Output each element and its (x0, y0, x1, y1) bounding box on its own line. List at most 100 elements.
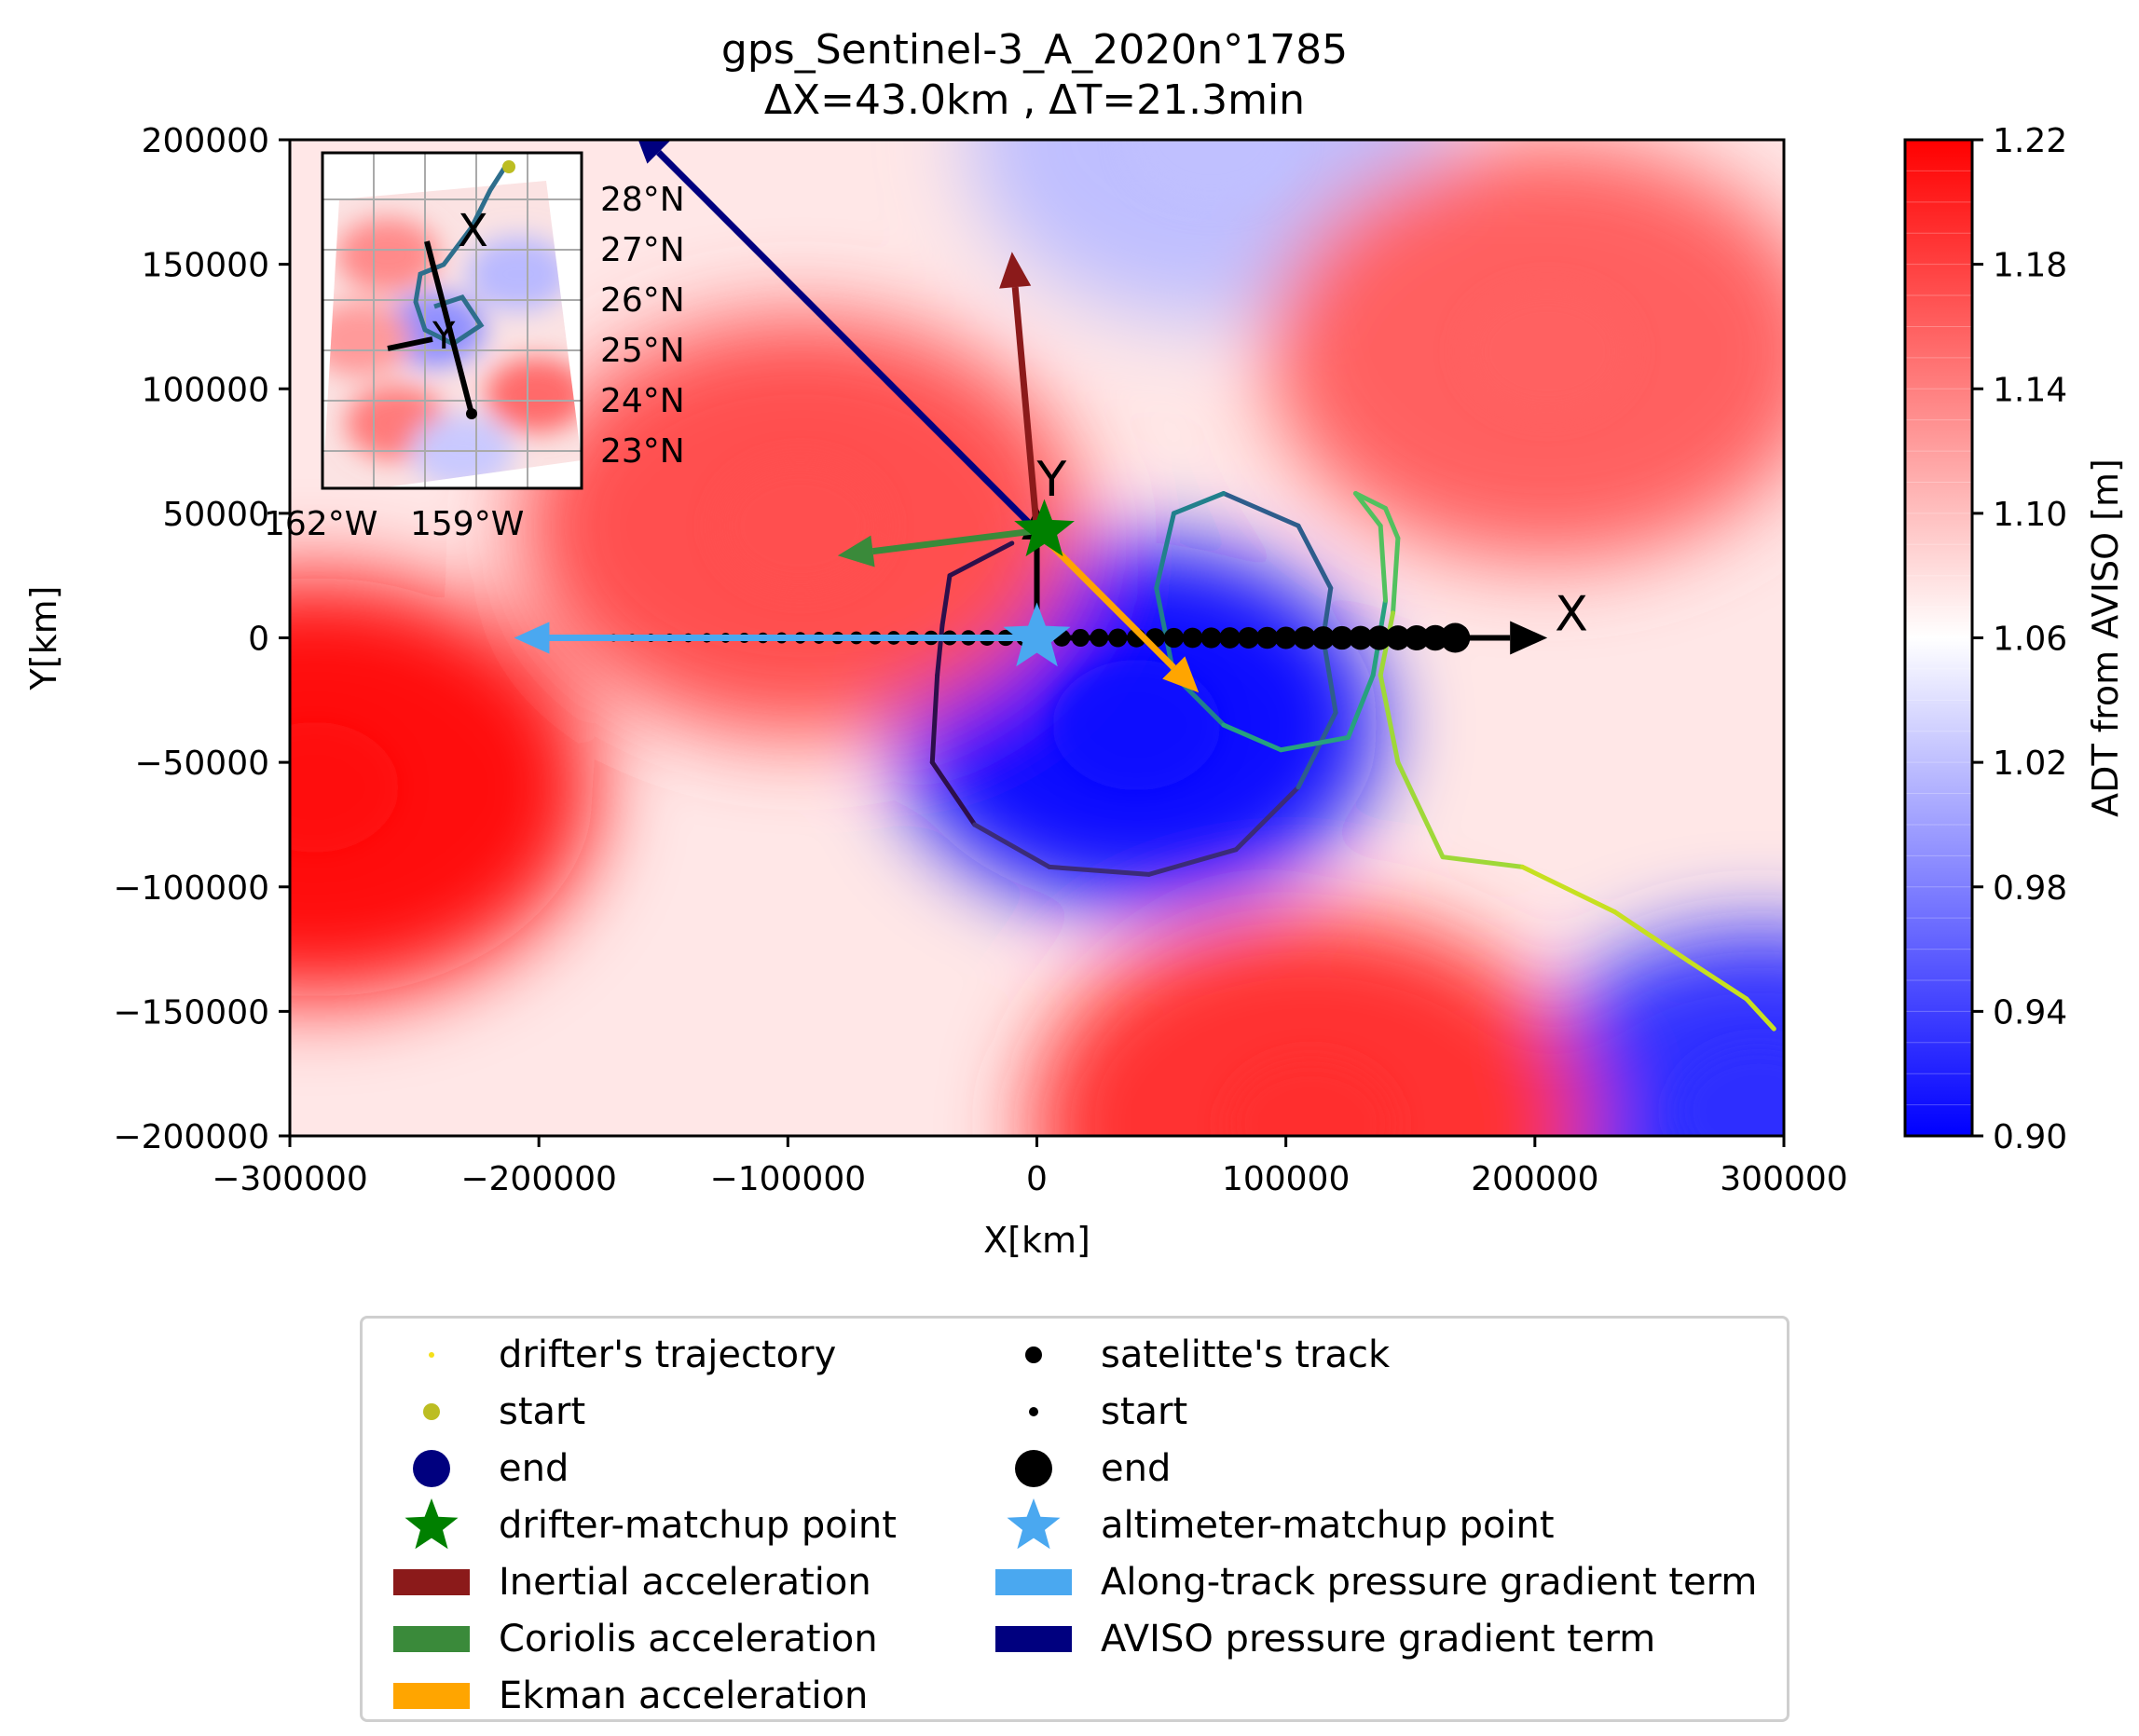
legend-symbol (978, 1553, 1090, 1610)
adt-core-3 (290, 721, 399, 853)
x-tick-label: −300000 (212, 1160, 368, 1198)
legend: drifter's trajectory start end drifter-matc… (360, 1316, 1789, 1722)
drifter-trajectory-segment (1047, 864, 1152, 877)
adt-core-4 (716, 460, 884, 592)
drifter-trajectory-segment (1296, 710, 1338, 790)
drifter-trajectory-segment (1278, 734, 1351, 753)
legend-label: start (499, 1389, 586, 1433)
legend-item: start (978, 1383, 1757, 1440)
drifter-trajectory-segment (1611, 909, 1692, 964)
legend-item: end (376, 1440, 897, 1497)
adt-core-1 (1675, 1046, 1784, 1136)
vector-4 (514, 622, 1037, 654)
legend-label: Inertial acceleration (499, 1560, 871, 1604)
x-tick-label: 300000 (1720, 1160, 1847, 1198)
x-axis-arrow (1036, 621, 1548, 655)
legend-label: drifter-matchup point (499, 1503, 897, 1547)
inset-lat-label: 23°N (600, 432, 685, 471)
chart-title: gps_Sentinel-3_A_2020n°1785 (720, 26, 1349, 74)
y-tick-label: 100000 (142, 371, 269, 409)
legend-label: altimeter-matchup point (1101, 1503, 1555, 1547)
colorbar-label: ADT from AVISO [m] (2085, 458, 2126, 817)
drifter-trajectory-segment (1154, 511, 1176, 591)
legend-symbol (978, 1610, 1090, 1667)
legend-label: AVISO pressure gradient term (1101, 1617, 1656, 1661)
drifter-trajectory-segment (1146, 847, 1239, 877)
x-tick-label: −100000 (710, 1160, 867, 1198)
inset-lat-label: 25°N (600, 332, 685, 370)
x-tick-label: 200000 (1471, 1160, 1598, 1198)
colorbar-tick-label: 1.14 (1993, 371, 2067, 409)
inset-y-arrow (387, 336, 433, 351)
vector-1-shaft (872, 527, 1037, 555)
adt-core-5 (1463, 286, 1632, 417)
legend-symbol (376, 1497, 487, 1553)
legend-item: satelitte's track (978, 1326, 1757, 1383)
inset-lat-label: 28°N (600, 181, 685, 219)
drifter-trajectory-segment (1233, 785, 1301, 853)
drifter-trajectory-segment (1440, 854, 1525, 869)
legend-item: start (376, 1383, 897, 1440)
legend-symbol (376, 1553, 487, 1610)
drifter-trajectory-segment (1171, 490, 1227, 516)
legend-item: altimeter-matchup point (978, 1497, 1757, 1553)
legend-symbol (978, 1440, 1090, 1497)
x-tick-label: −200000 (460, 1160, 617, 1198)
colorbar-tick-label: 1.22 (1993, 122, 2067, 160)
x-axis-label: X[km] (983, 1220, 1090, 1261)
legend-label: Ekman acceleration (499, 1674, 869, 1717)
y-tick-label: −100000 (113, 869, 269, 908)
drifter-trajectory-segment (1345, 673, 1376, 740)
legend-label: Along-track pressure gradient term (1101, 1560, 1758, 1604)
y-tick-label: −200000 (113, 1118, 269, 1156)
legend-symbol (376, 1383, 487, 1440)
y-axis-arrow-label: Y (1036, 452, 1067, 508)
drifter-trajectory-segment (1395, 759, 1446, 860)
legend-symbol (978, 1326, 1090, 1383)
inset-lat-label: 26°N (600, 281, 685, 320)
drifter-trajectory-segment (1391, 536, 1401, 616)
legend-label: Coriolis acceleration (499, 1617, 878, 1661)
inset-blob-6 (322, 302, 411, 376)
colorbar-tick-label: 1.02 (1993, 745, 2067, 783)
legend-symbol (376, 1326, 487, 1383)
y-tick-label: −150000 (113, 993, 269, 1032)
legend-column-right: satelitte's track start end altimeter-match… (978, 1326, 1757, 1667)
drifter-trajectory-segment (939, 573, 953, 628)
vector-3 (638, 140, 1039, 534)
colorbar-tick-label: 0.94 (1993, 993, 2067, 1032)
inset-trajectory-start (502, 160, 515, 173)
vector-0 (999, 252, 1040, 531)
drifter-trajectory-segment (935, 622, 945, 678)
inset-lat-label: 27°N (600, 231, 685, 269)
vector-3-shaft (656, 150, 1039, 534)
drifter-trajectory-segment (1221, 722, 1283, 753)
y-tick-label: −50000 (134, 745, 269, 783)
inset-x-label: X (458, 205, 488, 257)
inset-frame (321, 151, 583, 490)
drifter-trajectory-segment (1378, 673, 1401, 765)
inset-y-label: Y (432, 315, 456, 358)
y-axis-label: Y[km] (23, 586, 64, 691)
adt-core-0 (1052, 660, 1221, 791)
drifter-trajectory-segment (972, 822, 1052, 869)
drifter-trajectory-segment (1378, 523, 1389, 603)
inset-blob-1 (467, 237, 569, 311)
drifter-trajectory-segment (929, 673, 940, 765)
chart-subtitle: ΔX=43.0km , ΔT=21.3min (763, 76, 1306, 124)
legend-symbol (376, 1440, 487, 1497)
drifter-trajectory-segment (1352, 490, 1389, 512)
inset-track-end (466, 408, 477, 419)
inset-blob-0 (336, 218, 439, 293)
colorbar-tick-label: 0.98 (1993, 869, 2067, 908)
legend-label: end (1101, 1446, 1172, 1490)
legend-item: end (978, 1440, 1757, 1497)
inset-blob-3 (486, 358, 582, 432)
inset-satellite-track (424, 240, 474, 415)
drifter-trajectory-segment (947, 540, 1015, 579)
inset-lat-label: 24°N (600, 382, 685, 420)
vector-0-head (999, 252, 1032, 289)
legend-item: drifter-matchup point (376, 1497, 897, 1553)
inset-drifter-trajectory (413, 165, 508, 347)
